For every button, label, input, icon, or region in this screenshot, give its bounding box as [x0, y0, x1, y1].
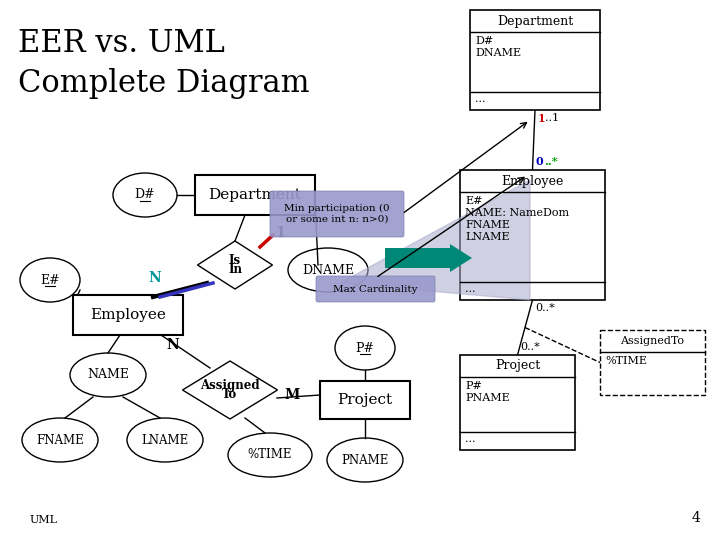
Text: Employee: Employee	[501, 174, 564, 187]
Text: E#: E#	[40, 273, 60, 287]
Text: ..*: ..*	[544, 156, 558, 167]
Text: Project: Project	[495, 360, 540, 373]
Bar	[460, 170, 605, 300]
Text: M: M	[284, 388, 300, 402]
Text: 0: 0	[536, 156, 543, 167]
Text: 4: 4	[691, 511, 700, 525]
Text: To: To	[222, 388, 238, 401]
Text: LNAME: LNAME	[141, 434, 189, 447]
Text: Project: Project	[338, 393, 392, 407]
Text: AssignedTo: AssignedTo	[621, 336, 685, 346]
Text: Max Cardinality: Max Cardinality	[333, 285, 418, 294]
Bar	[470, 10, 600, 110]
Text: NAME: NameDom: NAME: NameDom	[465, 208, 569, 218]
Text: %TIME: %TIME	[605, 356, 647, 366]
Bar	[73, 295, 183, 335]
Text: ...: ...	[475, 94, 485, 104]
Text: N: N	[148, 271, 161, 285]
Text: UML: UML	[30, 515, 58, 525]
Text: Department: Department	[209, 188, 302, 202]
Bar	[600, 330, 705, 395]
Text: FNAME: FNAME	[465, 220, 510, 230]
FancyBboxPatch shape	[270, 191, 404, 237]
Text: 1: 1	[538, 113, 546, 124]
Text: DNAME: DNAME	[475, 48, 521, 58]
Text: In: In	[228, 263, 242, 276]
Text: LNAME: LNAME	[465, 232, 510, 242]
Text: Is: Is	[229, 254, 241, 267]
Text: 0..*: 0..*	[536, 303, 555, 313]
Text: Employee: Employee	[90, 308, 166, 322]
Text: E#: E#	[465, 196, 482, 206]
Text: 0..*: 0..*	[521, 342, 540, 352]
Text: D#: D#	[135, 188, 156, 201]
Text: EER vs. UML: EER vs. UML	[18, 28, 225, 59]
Text: PNAME: PNAME	[341, 454, 389, 467]
Text: %TIME: %TIME	[248, 449, 292, 462]
Text: DNAME: DNAME	[302, 264, 354, 276]
Text: P#: P#	[465, 381, 482, 391]
Text: ...: ...	[465, 284, 475, 294]
Bar	[460, 355, 575, 450]
Text: NAME: NAME	[87, 368, 129, 381]
Text: 1: 1	[275, 226, 284, 240]
FancyBboxPatch shape	[316, 276, 435, 302]
Bar	[195, 175, 315, 215]
Text: Department: Department	[497, 15, 573, 28]
Text: ..1: ..1	[545, 113, 559, 123]
Text: Assigned: Assigned	[200, 379, 260, 392]
Bar	[320, 381, 410, 419]
Polygon shape	[340, 180, 530, 300]
Text: Complete Diagram: Complete Diagram	[18, 68, 310, 99]
Text: Min participation (0
or some int n: n>0): Min participation (0 or some int n: n>0)	[284, 204, 390, 224]
Text: D#: D#	[475, 36, 493, 46]
Text: ...: ...	[465, 434, 475, 444]
Text: P#: P#	[356, 341, 374, 354]
FancyArrow shape	[385, 244, 472, 272]
Text: PNAME: PNAME	[465, 393, 510, 403]
Text: FNAME: FNAME	[36, 434, 84, 447]
Text: N: N	[166, 338, 179, 352]
